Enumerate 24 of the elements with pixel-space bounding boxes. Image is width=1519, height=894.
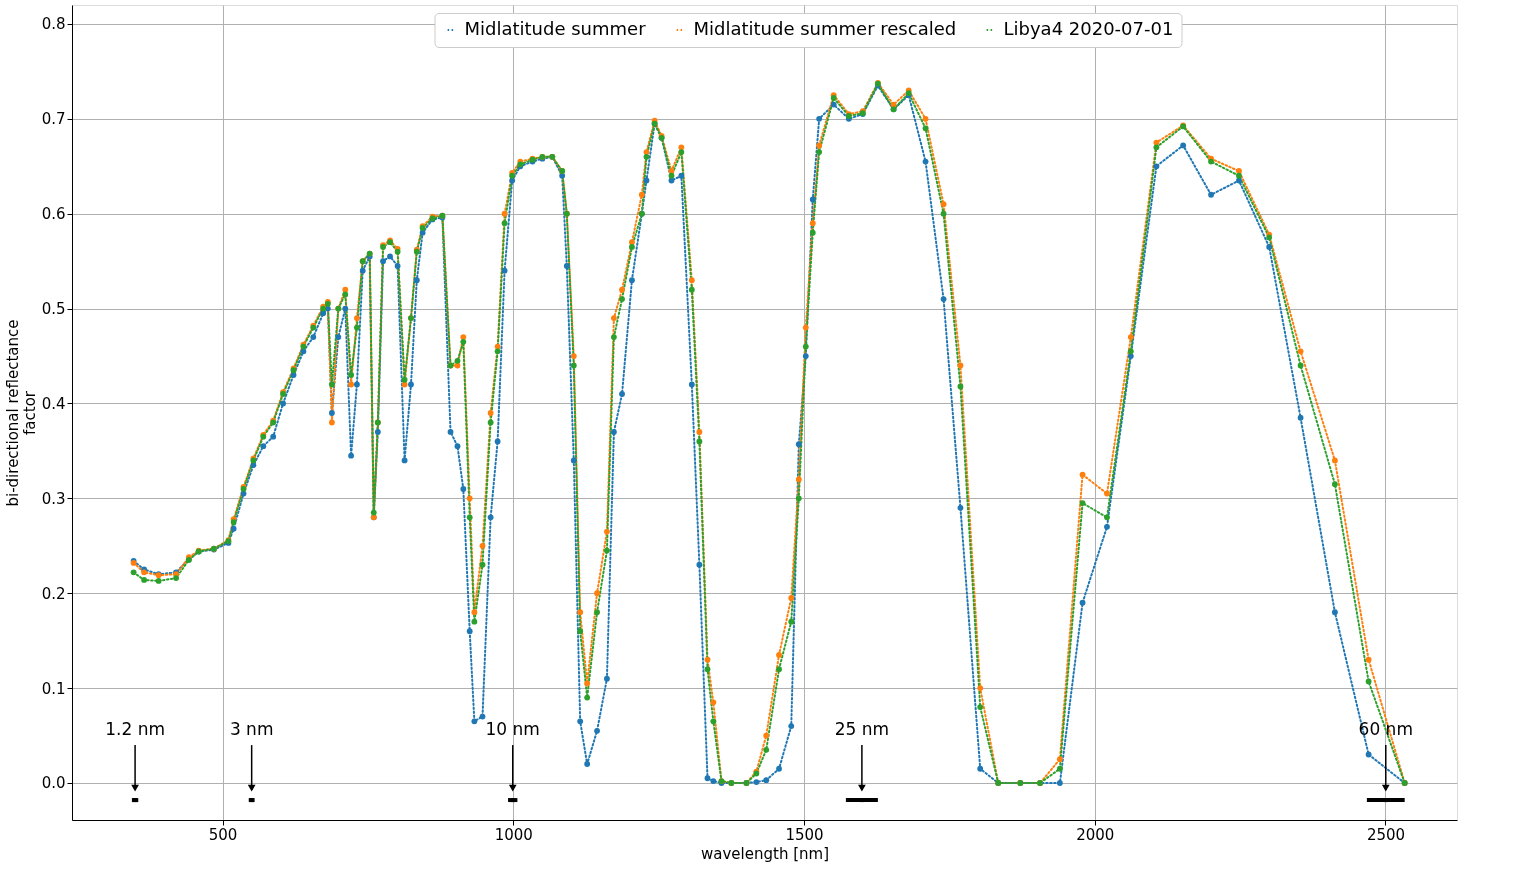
y-tick-label: 0.4 — [41, 394, 66, 413]
x-tick-label: 2000 — [1076, 825, 1115, 844]
y-tick-label: 0.8 — [41, 15, 66, 34]
annotation: 3 nm — [229, 719, 274, 740]
x-tick-label: 2500 — [1366, 825, 1406, 844]
y-tick-label: 0.1 — [41, 679, 66, 698]
y-tick-label: 0.5 — [41, 300, 66, 319]
y-tick-label: 0.6 — [41, 205, 66, 224]
x-tick-label: 1000 — [494, 825, 533, 844]
legend-label: Midlatitude summer — [464, 18, 647, 39]
y-axis-title: bi-directional reflectance factor — [3, 319, 39, 507]
annotation: 10 nm — [485, 719, 540, 740]
x-tick-label: 500 — [208, 825, 238, 844]
legend-label: Midlatitude summer rescaled — [693, 18, 957, 39]
x-axis-title: wavelength [nm] — [701, 844, 829, 863]
legend-label: Libya4 2020-07-01 — [1003, 18, 1174, 39]
annotation: 25 nm — [834, 719, 890, 740]
y-tick-label: 0.2 — [41, 584, 66, 603]
annotation: 1.2 nm — [105, 719, 165, 740]
x-tick-label: 1500 — [785, 825, 824, 844]
y-tick-label: 0.0 — [41, 774, 66, 793]
annotation: 60 nm — [1358, 719, 1413, 740]
y-tick-label: 0.7 — [41, 110, 66, 129]
y-tick-label: 0.3 — [41, 489, 66, 508]
